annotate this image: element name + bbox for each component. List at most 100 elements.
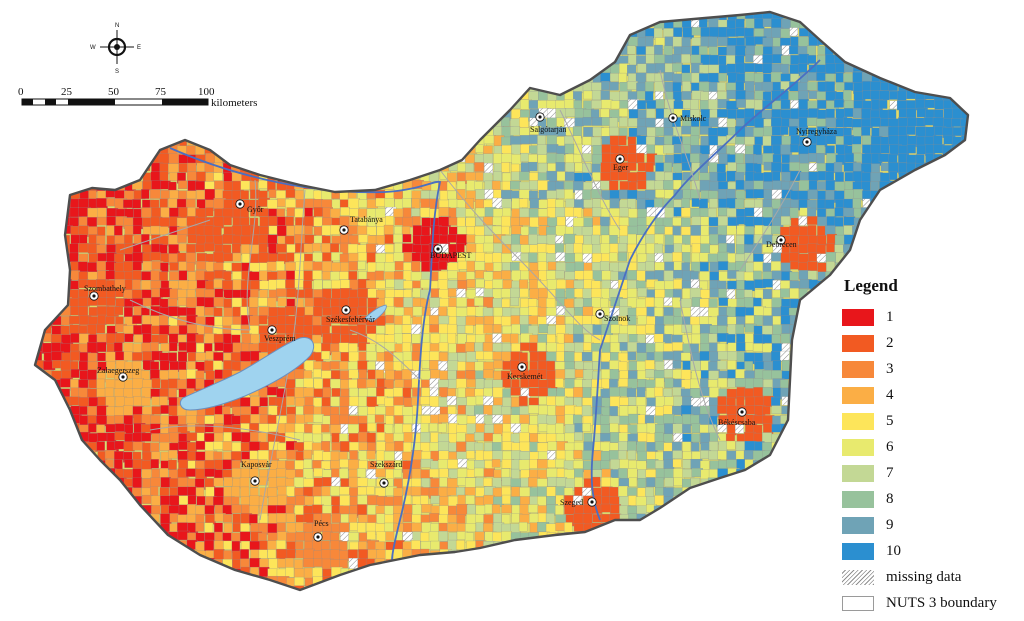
settlement-cell	[547, 405, 557, 417]
settlement-cell	[502, 12, 512, 21]
settlement-cell	[475, 252, 486, 262]
settlement-cell	[394, 216, 404, 226]
settlement-cell	[331, 145, 344, 156]
settlement-cell	[348, 108, 358, 120]
settlement-cell	[474, 12, 485, 21]
settlement-cell	[70, 46, 82, 59]
settlement-cell	[35, 325, 36, 335]
settlement-cell	[141, 271, 152, 281]
settlement-cell	[312, 18, 324, 28]
settlement-cell	[592, 18, 604, 27]
settlement-cell	[898, 126, 908, 137]
settlement-cell	[420, 279, 430, 289]
settlement-cell	[340, 109, 349, 121]
settlement-cell	[609, 396, 621, 408]
settlement-cell	[519, 19, 529, 30]
settlement-cell	[51, 19, 63, 31]
settlement-cell	[727, 280, 738, 290]
settlement-cell	[609, 37, 619, 50]
settlement-cell	[500, 63, 513, 73]
settlement-cell	[547, 325, 557, 336]
missing-data-cell	[970, 100, 980, 110]
settlement-cell	[160, 343, 171, 352]
settlement-cell	[375, 369, 385, 380]
settlement-cell	[43, 145, 52, 155]
settlement-cell	[367, 135, 379, 145]
settlement-cell	[871, 207, 882, 217]
settlement-cell	[339, 396, 351, 407]
settlement-cell	[35, 423, 43, 436]
settlement-cell	[520, 342, 530, 351]
settlement-cell	[241, 118, 250, 130]
settlement-cell	[132, 127, 143, 140]
settlement-cell	[258, 144, 270, 155]
settlement-cell	[564, 28, 577, 39]
settlement-cell	[97, 72, 110, 83]
missing-data-cell	[393, 12, 403, 19]
settlement-cell	[852, 12, 864, 20]
settlement-cell	[735, 153, 744, 164]
settlement-cell	[42, 135, 53, 145]
settlement-cell	[654, 289, 666, 299]
settlement-cell	[35, 180, 46, 192]
settlement-cell	[106, 154, 118, 165]
settlement-cell	[41, 154, 51, 165]
settlement-cell	[384, 99, 397, 110]
settlement-cell	[286, 413, 296, 425]
settlement-cell	[770, 261, 781, 272]
settlement-cell	[825, 19, 835, 29]
settlement-cell	[177, 234, 187, 243]
settlement-cell	[222, 216, 232, 226]
settlement-cell	[394, 127, 404, 138]
settlement-cell	[762, 206, 773, 219]
settlement-cell	[88, 136, 99, 145]
settlement-cell	[26, 244, 34, 254]
settlement-cell	[843, 12, 852, 20]
settlement-cell	[375, 118, 387, 128]
settlement-cell	[690, 99, 699, 110]
settlement-cell	[249, 422, 259, 434]
settlement-cell	[402, 35, 412, 48]
settlement-cell	[340, 82, 352, 91]
settlement-cell	[230, 324, 242, 337]
settlement-cell	[880, 12, 893, 22]
settlement-cell	[448, 217, 458, 226]
missing-data-cell	[771, 189, 782, 199]
settlement-cell	[349, 117, 362, 130]
settlement-cell	[843, 18, 856, 29]
settlement-cell	[807, 225, 817, 237]
settlement-cell	[429, 63, 440, 73]
settlement-cell	[455, 378, 468, 389]
settlement-cell	[555, 12, 565, 22]
settlement-cell	[483, 82, 494, 93]
missing-data-cell	[789, 27, 799, 37]
settlement-cell	[52, 397, 63, 407]
settlement-cell	[762, 315, 774, 326]
settlement-cell	[385, 27, 396, 36]
settlement-cell	[592, 172, 602, 181]
settlement-cell	[484, 99, 496, 109]
settlement-cell	[115, 351, 125, 361]
settlement-cell	[726, 225, 737, 236]
settlement-cell	[105, 54, 116, 64]
settlement-cell	[106, 297, 116, 306]
settlement-cell	[115, 154, 127, 164]
settlement-cell	[124, 46, 135, 59]
settlement-cell	[249, 12, 261, 22]
settlement-cell	[915, 261, 927, 274]
settlement-cell	[25, 236, 34, 245]
settlement-cell	[115, 136, 128, 149]
settlement-cell	[104, 19, 114, 32]
settlement-cell	[51, 423, 64, 435]
settlement-cell	[286, 53, 297, 66]
settlement-cell	[520, 244, 532, 253]
settlement-cell	[438, 117, 450, 127]
settlement-cell	[384, 271, 396, 281]
settlement-cell	[511, 234, 522, 246]
settlement-cell	[331, 12, 340, 22]
settlement-cell	[52, 12, 63, 22]
settlement-cell	[204, 360, 215, 373]
settlement-cell	[519, 288, 529, 298]
settlement-cell	[26, 298, 35, 310]
settlement-cell	[276, 62, 288, 72]
